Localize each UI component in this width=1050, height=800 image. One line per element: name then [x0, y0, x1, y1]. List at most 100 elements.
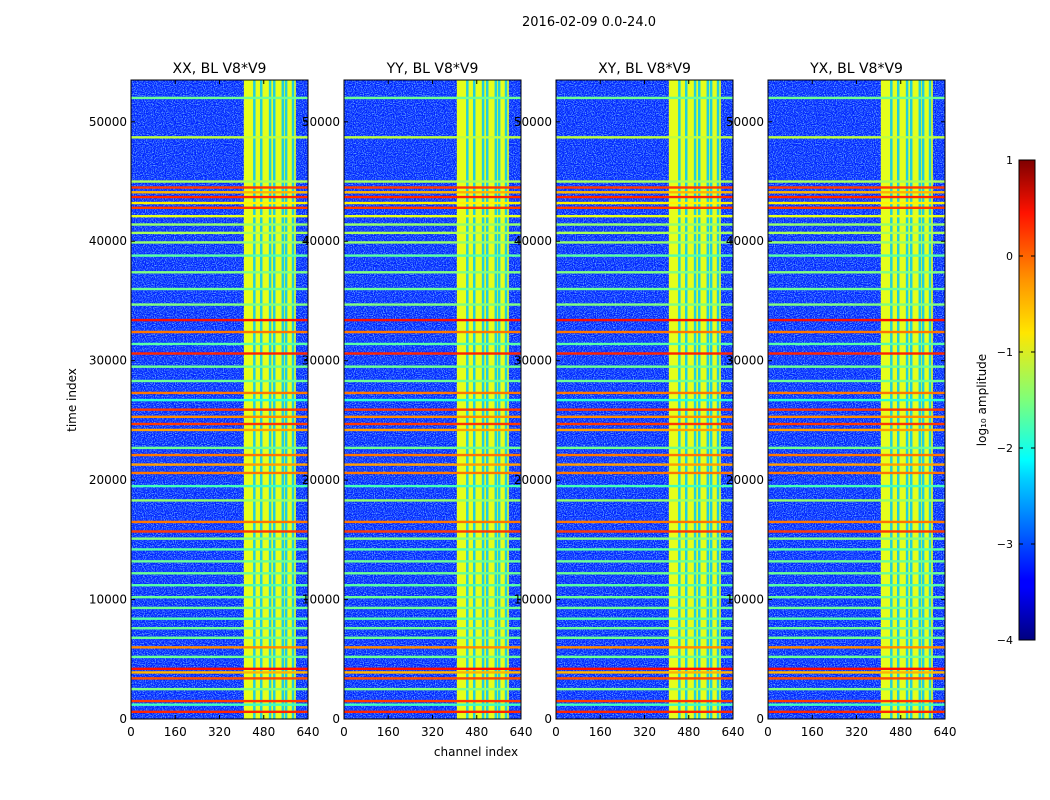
flagged-row	[556, 584, 733, 587]
flagged-row	[344, 520, 521, 524]
flagged-row	[768, 96, 945, 100]
figure-suptitle: 2016-02-09 0.0-24.0	[522, 15, 656, 30]
flagged-row	[131, 365, 308, 368]
flagged-row	[556, 560, 733, 563]
flagged-row	[131, 595, 308, 599]
x-tick-label: 160	[377, 725, 400, 739]
x-tick-label: 0	[552, 725, 560, 739]
flagged-row	[768, 548, 945, 551]
flagged-row	[556, 223, 733, 226]
flagged-row	[344, 710, 521, 714]
flagged-row	[131, 191, 308, 194]
flagged-row	[131, 677, 308, 680]
flagged-row	[556, 379, 733, 383]
flagged-row	[768, 453, 945, 457]
y-tick-label: 30000	[726, 354, 764, 368]
flagged-row	[768, 241, 945, 244]
x-tick-label: 160	[801, 725, 824, 739]
flagged-row	[131, 330, 308, 334]
x-tick-label: 480	[889, 725, 912, 739]
flagged-row	[344, 186, 521, 189]
y-tick-label: 20000	[302, 473, 340, 487]
colorbar-tick-label: −4	[997, 634, 1013, 647]
flagged-row	[768, 606, 945, 610]
flagged-row	[768, 352, 945, 355]
colorbar-ticks: −4 −3 −2 −1 0 1	[997, 154, 1035, 647]
flagged-row	[344, 548, 521, 551]
flagged-row	[344, 453, 521, 457]
flagged-row	[131, 655, 308, 659]
flagged-row	[131, 422, 308, 426]
x-tick-label: 320	[633, 725, 656, 739]
flagged-row	[344, 365, 521, 368]
flagged-row	[344, 703, 521, 706]
flagged-row	[556, 408, 733, 411]
flagged-row	[131, 572, 308, 575]
flagged-row	[131, 96, 308, 100]
flagged-row	[768, 206, 945, 209]
flagged-row	[344, 530, 521, 533]
flagged-row	[131, 303, 308, 306]
y-tick-label: 10000	[514, 593, 552, 607]
x-tick-label: 320	[421, 725, 444, 739]
flagged-row	[768, 231, 945, 235]
flagged-row	[556, 548, 733, 551]
flagged-row	[131, 606, 308, 610]
flagged-row	[556, 627, 733, 630]
y-tick-label: 40000	[726, 234, 764, 248]
flagged-row	[344, 342, 521, 346]
flagged-row	[344, 463, 521, 466]
flagged-row	[344, 636, 521, 639]
flagged-row	[556, 617, 733, 620]
flagged-row	[768, 330, 945, 334]
flagged-row	[131, 453, 308, 457]
flagged-row	[131, 699, 308, 703]
flagged-row	[768, 595, 945, 599]
flagged-row	[131, 617, 308, 620]
flagged-row	[556, 352, 733, 355]
flagged-row	[344, 136, 521, 139]
flagged-row	[768, 677, 945, 680]
flagged-row	[131, 352, 308, 355]
x-tick-label: 0	[764, 725, 772, 739]
flagged-row	[768, 667, 945, 671]
flagged-row	[344, 398, 521, 402]
y-tick-label: 30000	[302, 354, 340, 368]
flagged-row	[344, 584, 521, 587]
x-tick-label: 640	[722, 725, 745, 739]
colorbar-tick-label: 0	[1006, 250, 1013, 263]
y-tick-label: 50000	[302, 115, 340, 129]
flagged-row	[768, 463, 945, 466]
flagged-row	[768, 572, 945, 575]
flagged-row	[344, 180, 521, 183]
flagged-row	[344, 627, 521, 630]
flagged-row	[768, 342, 945, 346]
flagged-row	[768, 365, 945, 368]
y-tick-label: 0	[332, 712, 340, 726]
x-tick-label: 480	[465, 725, 488, 739]
flagged-row	[344, 271, 521, 274]
flagged-row	[344, 646, 521, 649]
y-tick-label: 50000	[514, 115, 552, 129]
flagged-row	[344, 214, 521, 218]
flagged-row	[768, 520, 945, 524]
flagged-row	[768, 303, 945, 306]
flagged-row	[556, 415, 733, 419]
flagged-row	[344, 254, 521, 257]
flagged-row	[344, 241, 521, 244]
flagged-row	[556, 330, 733, 334]
flagged-row	[556, 201, 733, 205]
flagged-row	[556, 136, 733, 139]
x-tick-label: 480	[252, 725, 275, 739]
flagged-row	[131, 636, 308, 639]
flagged-row	[344, 287, 521, 291]
flagged-row	[768, 499, 945, 502]
flagged-row	[556, 422, 733, 426]
flagged-row	[556, 191, 733, 194]
flagged-row	[131, 180, 308, 183]
flagged-row	[131, 671, 308, 674]
flagged-row	[344, 484, 521, 488]
flagged-row	[131, 687, 308, 691]
y-tick-label: 40000	[302, 234, 340, 248]
colorbar-tick-label: −1	[997, 346, 1013, 359]
